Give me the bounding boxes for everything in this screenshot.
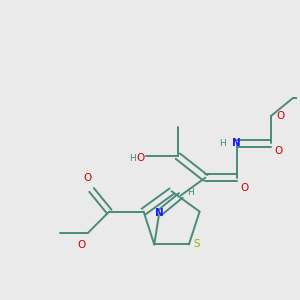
Text: O: O xyxy=(83,173,92,183)
Text: O: O xyxy=(275,146,283,156)
Text: O: O xyxy=(78,240,86,250)
Text: H: H xyxy=(129,154,136,163)
Text: H: H xyxy=(220,139,226,148)
Text: O: O xyxy=(241,183,249,193)
Text: N: N xyxy=(155,208,164,218)
Text: S: S xyxy=(194,239,200,250)
Text: N: N xyxy=(232,138,241,148)
Text: H: H xyxy=(187,188,194,197)
Text: O: O xyxy=(136,153,145,163)
Text: O: O xyxy=(277,111,285,121)
